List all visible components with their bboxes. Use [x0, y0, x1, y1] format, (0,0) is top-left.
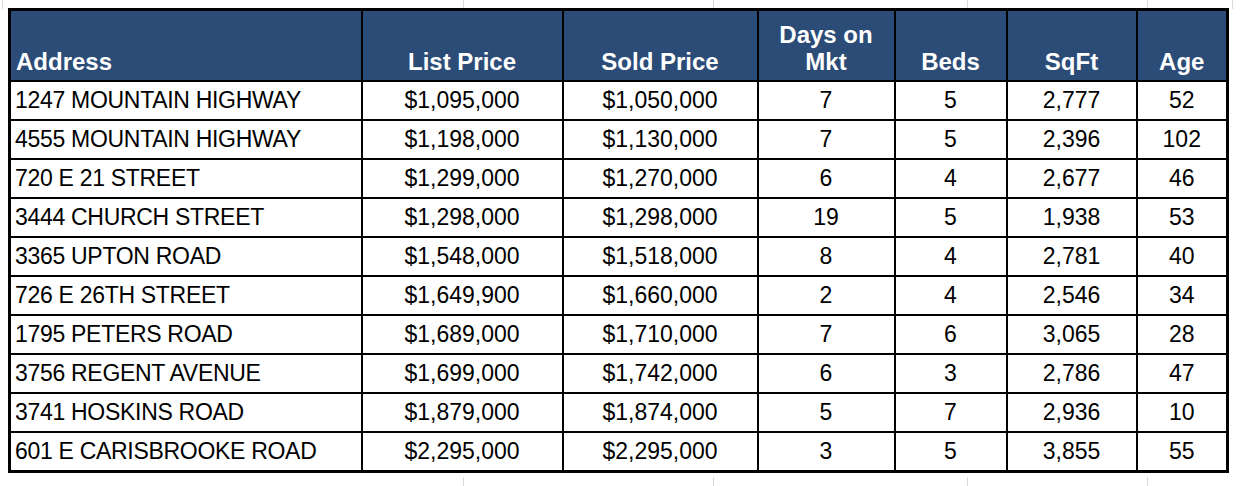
cell-address: 3444 CHURCH STREET: [10, 198, 362, 237]
cell-address: 720 E 21 STREET: [10, 159, 362, 198]
cell-address: 1795 PETERS ROAD: [10, 315, 362, 354]
cell-list_price: $2,295,000: [362, 432, 563, 472]
cell-sqft: 3,855: [1007, 432, 1137, 472]
spreadsheet-canvas: Address List Price Sold Price Days on Mk…: [0, 0, 1240, 486]
cell-beds: 5: [895, 120, 1007, 159]
column-header-days-on-mkt: Days on Mkt: [758, 10, 895, 82]
cell-days_on_mkt: 7: [758, 120, 895, 159]
table-row: 3444 CHURCH STREET$1,298,000$1,298,00019…: [10, 198, 1228, 237]
margin-gridline: [2, 0, 3, 9]
column-header-address: Address: [10, 10, 362, 82]
cell-beds: 4: [895, 159, 1007, 198]
table-row: 3741 HOSKINS ROAD$1,879,000$1,874,000572…: [10, 393, 1228, 432]
cell-beds: 6: [895, 315, 1007, 354]
table-row: 3756 REGENT AVENUE$1,699,000$1,742,00063…: [10, 354, 1228, 393]
table-row: 1247 MOUNTAIN HIGHWAY$1,095,000$1,050,00…: [10, 81, 1228, 120]
column-header-age: Age: [1137, 10, 1228, 82]
cell-sqft: 2,546: [1007, 276, 1137, 315]
margin-gridline: [1147, 477, 1148, 486]
cell-age: 55: [1137, 432, 1228, 472]
cell-list_price: $1,198,000: [362, 120, 563, 159]
table-body: 1247 MOUNTAIN HIGHWAY$1,095,000$1,050,00…: [10, 81, 1228, 472]
table-row: 720 E 21 STREET$1,299,000$1,270,000642,6…: [10, 159, 1228, 198]
cell-sqft: 2,781: [1007, 237, 1137, 276]
cell-age: 28: [1137, 315, 1228, 354]
cell-address: 3365 UPTON ROAD: [10, 237, 362, 276]
cell-beds: 4: [895, 276, 1007, 315]
cell-address: 4555 MOUNTAIN HIGHWAY: [10, 120, 362, 159]
column-header-sqft: SqFt: [1007, 10, 1137, 82]
cell-sold_price: $1,518,000: [563, 237, 758, 276]
margin-gridline: [463, 477, 464, 486]
margin-gridline: [1232, 0, 1233, 9]
cell-beds: 5: [895, 81, 1007, 120]
cell-age: 34: [1137, 276, 1228, 315]
cell-beds: 5: [895, 198, 1007, 237]
cell-list_price: $1,649,900: [362, 276, 563, 315]
cell-days_on_mkt: 8: [758, 237, 895, 276]
cell-sold_price: $1,710,000: [563, 315, 758, 354]
cell-days_on_mkt: 5: [758, 393, 895, 432]
cell-days_on_mkt: 3: [758, 432, 895, 472]
cell-days_on_mkt: 7: [758, 81, 895, 120]
cell-sqft: 2,786: [1007, 354, 1137, 393]
cell-days_on_mkt: 2: [758, 276, 895, 315]
cell-address: 726 E 26TH STREET: [10, 276, 362, 315]
column-header-sold-price: Sold Price: [563, 10, 758, 82]
cell-age: 47: [1137, 354, 1228, 393]
cell-days_on_mkt: 6: [758, 159, 895, 198]
cell-age: 46: [1137, 159, 1228, 198]
cell-list_price: $1,879,000: [362, 393, 563, 432]
cell-list_price: $1,298,000: [362, 198, 563, 237]
table-row: 1795 PETERS ROAD$1,689,000$1,710,000763,…: [10, 315, 1228, 354]
cell-age: 40: [1137, 237, 1228, 276]
cell-beds: 3: [895, 354, 1007, 393]
header-row: Address List Price Sold Price Days on Mk…: [10, 10, 1228, 82]
cell-sold_price: $1,660,000: [563, 276, 758, 315]
cell-beds: 7: [895, 393, 1007, 432]
cell-age: 52: [1137, 81, 1228, 120]
cell-address: 3741 HOSKINS ROAD: [10, 393, 362, 432]
cell-list_price: $1,299,000: [362, 159, 563, 198]
column-header-list-price: List Price: [362, 10, 563, 82]
cell-sqft: 3,065: [1007, 315, 1137, 354]
cell-list_price: $1,699,000: [362, 354, 563, 393]
cell-sqft: 2,677: [1007, 159, 1137, 198]
margin-gridline: [713, 477, 714, 486]
cell-list_price: $1,095,000: [362, 81, 563, 120]
cell-days_on_mkt: 6: [758, 354, 895, 393]
cell-age: 102: [1137, 120, 1228, 159]
cell-address: 601 E CARISBROOKE ROAD: [10, 432, 362, 472]
cell-sqft: 1,938: [1007, 198, 1137, 237]
sold-listings-table: Address List Price Sold Price Days on Mk…: [8, 8, 1229, 473]
cell-days_on_mkt: 7: [758, 315, 895, 354]
cell-age: 53: [1137, 198, 1228, 237]
table-row: 4555 MOUNTAIN HIGHWAY$1,198,000$1,130,00…: [10, 120, 1228, 159]
cell-age: 10: [1137, 393, 1228, 432]
cell-sold_price: $1,742,000: [563, 354, 758, 393]
table-row: 3365 UPTON ROAD$1,548,000$1,518,000842,7…: [10, 237, 1228, 276]
cell-sold_price: $1,270,000: [563, 159, 758, 198]
table-row: 726 E 26TH STREET$1,649,900$1,660,000242…: [10, 276, 1228, 315]
cell-days_on_mkt: 19: [758, 198, 895, 237]
cell-sold_price: $1,874,000: [563, 393, 758, 432]
cell-sold_price: $1,050,000: [563, 81, 758, 120]
cell-address: 3756 REGENT AVENUE: [10, 354, 362, 393]
margin-gridline: [967, 477, 968, 486]
cell-sqft: 2,936: [1007, 393, 1137, 432]
cell-list_price: $1,548,000: [362, 237, 563, 276]
column-header-beds: Beds: [895, 10, 1007, 82]
cell-sqft: 2,777: [1007, 81, 1137, 120]
cell-beds: 5: [895, 432, 1007, 472]
cell-list_price: $1,689,000: [362, 315, 563, 354]
cell-beds: 4: [895, 237, 1007, 276]
cell-sold_price: $2,295,000: [563, 432, 758, 472]
cell-sqft: 2,396: [1007, 120, 1137, 159]
cell-address: 1247 MOUNTAIN HIGHWAY: [10, 81, 362, 120]
cell-sold_price: $1,298,000: [563, 198, 758, 237]
table-row: 601 E CARISBROOKE ROAD$2,295,000$2,295,0…: [10, 432, 1228, 472]
cell-sold_price: $1,130,000: [563, 120, 758, 159]
